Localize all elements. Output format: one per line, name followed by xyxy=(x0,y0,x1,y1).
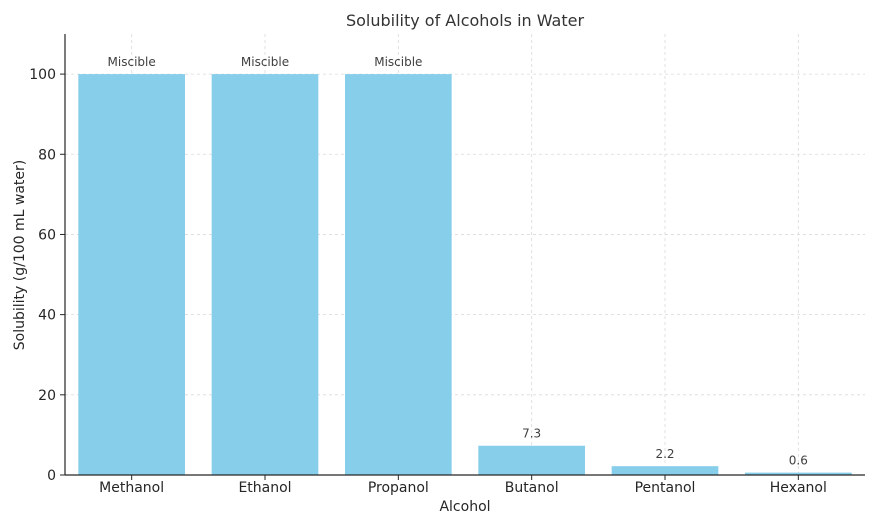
data-label-ethanol: Miscible xyxy=(241,55,289,69)
bar-propanol xyxy=(345,74,452,475)
x-tick-label-hexanol: Hexanol xyxy=(770,480,827,496)
data-label-pentanol: 2.2 xyxy=(655,447,674,461)
x-tick-label-ethanol: Ethanol xyxy=(238,480,291,496)
bar-pentanol xyxy=(611,466,719,475)
y-tick-label: 0 xyxy=(47,468,56,484)
bar-ethanol xyxy=(211,74,319,475)
x-tick-label-propanol: Propanol xyxy=(368,480,429,496)
bar-data-labels: Miscible Miscible Miscible 7.3 2.2 0.6 xyxy=(108,55,808,468)
y-tick-label: 100 xyxy=(29,67,56,83)
data-label-propanol: Miscible xyxy=(374,55,422,69)
bars xyxy=(78,74,852,475)
chart-title: Solubility of Alcohols in Water xyxy=(346,11,585,30)
y-tick-label: 80 xyxy=(38,147,56,163)
y-axis-label: Solubility (g/100 mL water) xyxy=(12,160,28,350)
data-label-hexanol: 0.6 xyxy=(789,454,808,468)
data-label-methanol: Miscible xyxy=(108,55,156,69)
bar-hexanol xyxy=(745,472,852,475)
bar-methanol xyxy=(78,74,185,475)
y-tick-label: 20 xyxy=(38,388,56,404)
x-tick-label-methanol: Methanol xyxy=(99,480,164,496)
axes: 0 20 40 60 80 100 Methanol Ethanol Propanol Butan… xyxy=(29,34,865,496)
bar-butanol xyxy=(478,445,585,475)
y-tick-label: 60 xyxy=(38,227,56,243)
x-tick-label-butanol: Butanol xyxy=(505,480,559,496)
y-tick-label: 40 xyxy=(38,308,56,324)
data-label-butanol: 7.3 xyxy=(522,427,541,441)
x-axis-label: Alcohol xyxy=(439,499,490,515)
x-tick-label-pentanol: Pentanol xyxy=(635,480,696,496)
